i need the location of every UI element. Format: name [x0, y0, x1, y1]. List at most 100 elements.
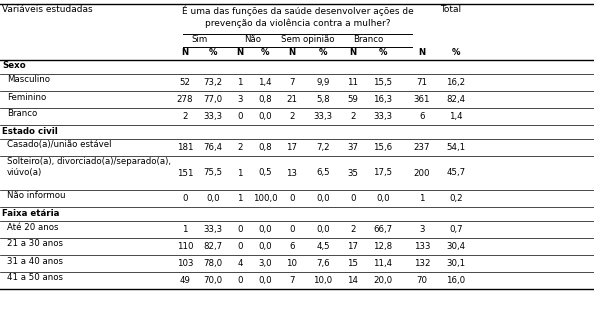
- Text: 9,9: 9,9: [317, 78, 330, 87]
- Text: 361: 361: [414, 95, 430, 104]
- Text: 1: 1: [182, 225, 188, 234]
- Text: prevenção da violência contra a mulher?: prevenção da violência contra a mulher?: [205, 19, 390, 28]
- Text: 151: 151: [177, 168, 193, 178]
- Text: 54,1: 54,1: [447, 143, 466, 152]
- Text: 7,2: 7,2: [316, 143, 330, 152]
- Text: 1: 1: [237, 194, 243, 203]
- Text: N: N: [181, 48, 188, 57]
- Text: 10,0: 10,0: [314, 276, 333, 285]
- Text: 31 a 40 anos: 31 a 40 anos: [7, 256, 63, 266]
- Text: 0: 0: [182, 194, 188, 203]
- Text: 2: 2: [182, 112, 188, 121]
- Text: 2: 2: [350, 112, 356, 121]
- Text: 33,3: 33,3: [203, 225, 223, 234]
- Text: Solteiro(a), divorciado(a)/separado(a),
viúvo(a): Solteiro(a), divorciado(a)/separado(a), …: [7, 158, 171, 177]
- Text: 6: 6: [419, 112, 425, 121]
- Text: 3: 3: [419, 225, 425, 234]
- Text: 132: 132: [414, 259, 430, 268]
- Text: 0,7: 0,7: [449, 225, 463, 234]
- Text: Masculino: Masculino: [7, 76, 50, 84]
- Text: 2: 2: [237, 143, 243, 152]
- Text: 17,5: 17,5: [374, 168, 393, 178]
- Text: Feminino: Feminino: [7, 93, 46, 101]
- Text: 17: 17: [347, 242, 359, 251]
- Text: 30,1: 30,1: [447, 259, 466, 268]
- Text: 3: 3: [237, 95, 243, 104]
- Text: Sim: Sim: [191, 35, 207, 44]
- Text: 20,0: 20,0: [374, 276, 393, 285]
- Text: 0: 0: [237, 242, 243, 251]
- Text: 1: 1: [237, 78, 243, 87]
- Text: %: %: [452, 48, 460, 57]
- Text: %: %: [379, 48, 387, 57]
- Text: 35: 35: [347, 168, 359, 178]
- Text: 78,0: 78,0: [203, 259, 223, 268]
- Text: Sem opinião: Sem opinião: [281, 35, 334, 44]
- Text: 16,2: 16,2: [447, 78, 466, 87]
- Text: Não: Não: [244, 35, 261, 44]
- Text: 0: 0: [289, 194, 295, 203]
- Text: Variáveis estudadas: Variáveis estudadas: [2, 5, 93, 14]
- Text: 0: 0: [237, 276, 243, 285]
- Text: Até 20 anos: Até 20 anos: [7, 222, 58, 232]
- Text: 1: 1: [419, 194, 425, 203]
- Text: 21 a 30 anos: 21 a 30 anos: [7, 239, 63, 249]
- Text: Casado(a)/união estável: Casado(a)/união estável: [7, 141, 112, 149]
- Text: Branco: Branco: [7, 110, 37, 118]
- Text: 103: 103: [177, 259, 193, 268]
- Text: 75,5: 75,5: [203, 168, 223, 178]
- Text: 110: 110: [177, 242, 193, 251]
- Text: 0: 0: [237, 225, 243, 234]
- Text: 41 a 50 anos: 41 a 50 anos: [7, 273, 63, 283]
- Text: 17: 17: [286, 143, 298, 152]
- Text: 15,6: 15,6: [374, 143, 393, 152]
- Text: 7: 7: [289, 276, 295, 285]
- Text: 278: 278: [177, 95, 193, 104]
- Text: Sexo: Sexo: [2, 61, 26, 71]
- Text: 33,3: 33,3: [203, 112, 223, 121]
- Text: Não informou: Não informou: [7, 192, 65, 200]
- Text: 82,7: 82,7: [203, 242, 223, 251]
- Text: 1: 1: [237, 168, 243, 178]
- Text: N: N: [236, 48, 244, 57]
- Text: 0,0: 0,0: [316, 225, 330, 234]
- Text: %: %: [208, 48, 217, 57]
- Text: 0,5: 0,5: [258, 168, 272, 178]
- Text: 2: 2: [289, 112, 295, 121]
- Text: 6: 6: [289, 242, 295, 251]
- Text: 82,4: 82,4: [447, 95, 466, 104]
- Text: 0: 0: [289, 225, 295, 234]
- Text: 5,8: 5,8: [316, 95, 330, 104]
- Text: É uma das funções da saúde desenvolver ações de: É uma das funções da saúde desenvolver a…: [182, 5, 413, 15]
- Text: 6,5: 6,5: [316, 168, 330, 178]
- Text: 59: 59: [347, 95, 358, 104]
- Text: Total: Total: [440, 5, 462, 14]
- Text: 0,0: 0,0: [376, 194, 390, 203]
- Text: 0,0: 0,0: [258, 112, 272, 121]
- Text: 45,7: 45,7: [447, 168, 466, 178]
- Text: 200: 200: [414, 168, 430, 178]
- Text: 7,6: 7,6: [316, 259, 330, 268]
- Text: 3,0: 3,0: [258, 259, 272, 268]
- Text: 10: 10: [286, 259, 298, 268]
- Text: 12,8: 12,8: [374, 242, 393, 251]
- Text: 237: 237: [414, 143, 430, 152]
- Text: 49: 49: [179, 276, 191, 285]
- Text: 133: 133: [414, 242, 430, 251]
- Text: 70,0: 70,0: [203, 276, 223, 285]
- Text: 4,5: 4,5: [316, 242, 330, 251]
- Text: 71: 71: [416, 78, 428, 87]
- Text: 1,4: 1,4: [258, 78, 272, 87]
- Text: %: %: [261, 48, 269, 57]
- Text: 13: 13: [286, 168, 298, 178]
- Text: 0,0: 0,0: [206, 194, 220, 203]
- Text: 0,2: 0,2: [449, 194, 463, 203]
- Text: 11,4: 11,4: [374, 259, 393, 268]
- Text: 2: 2: [350, 225, 356, 234]
- Text: Faixa etária: Faixa etária: [2, 209, 59, 217]
- Text: 0,0: 0,0: [258, 225, 272, 234]
- Text: 4: 4: [237, 259, 243, 268]
- Text: 0,8: 0,8: [258, 95, 272, 104]
- Text: 15: 15: [347, 259, 359, 268]
- Text: 0,0: 0,0: [258, 242, 272, 251]
